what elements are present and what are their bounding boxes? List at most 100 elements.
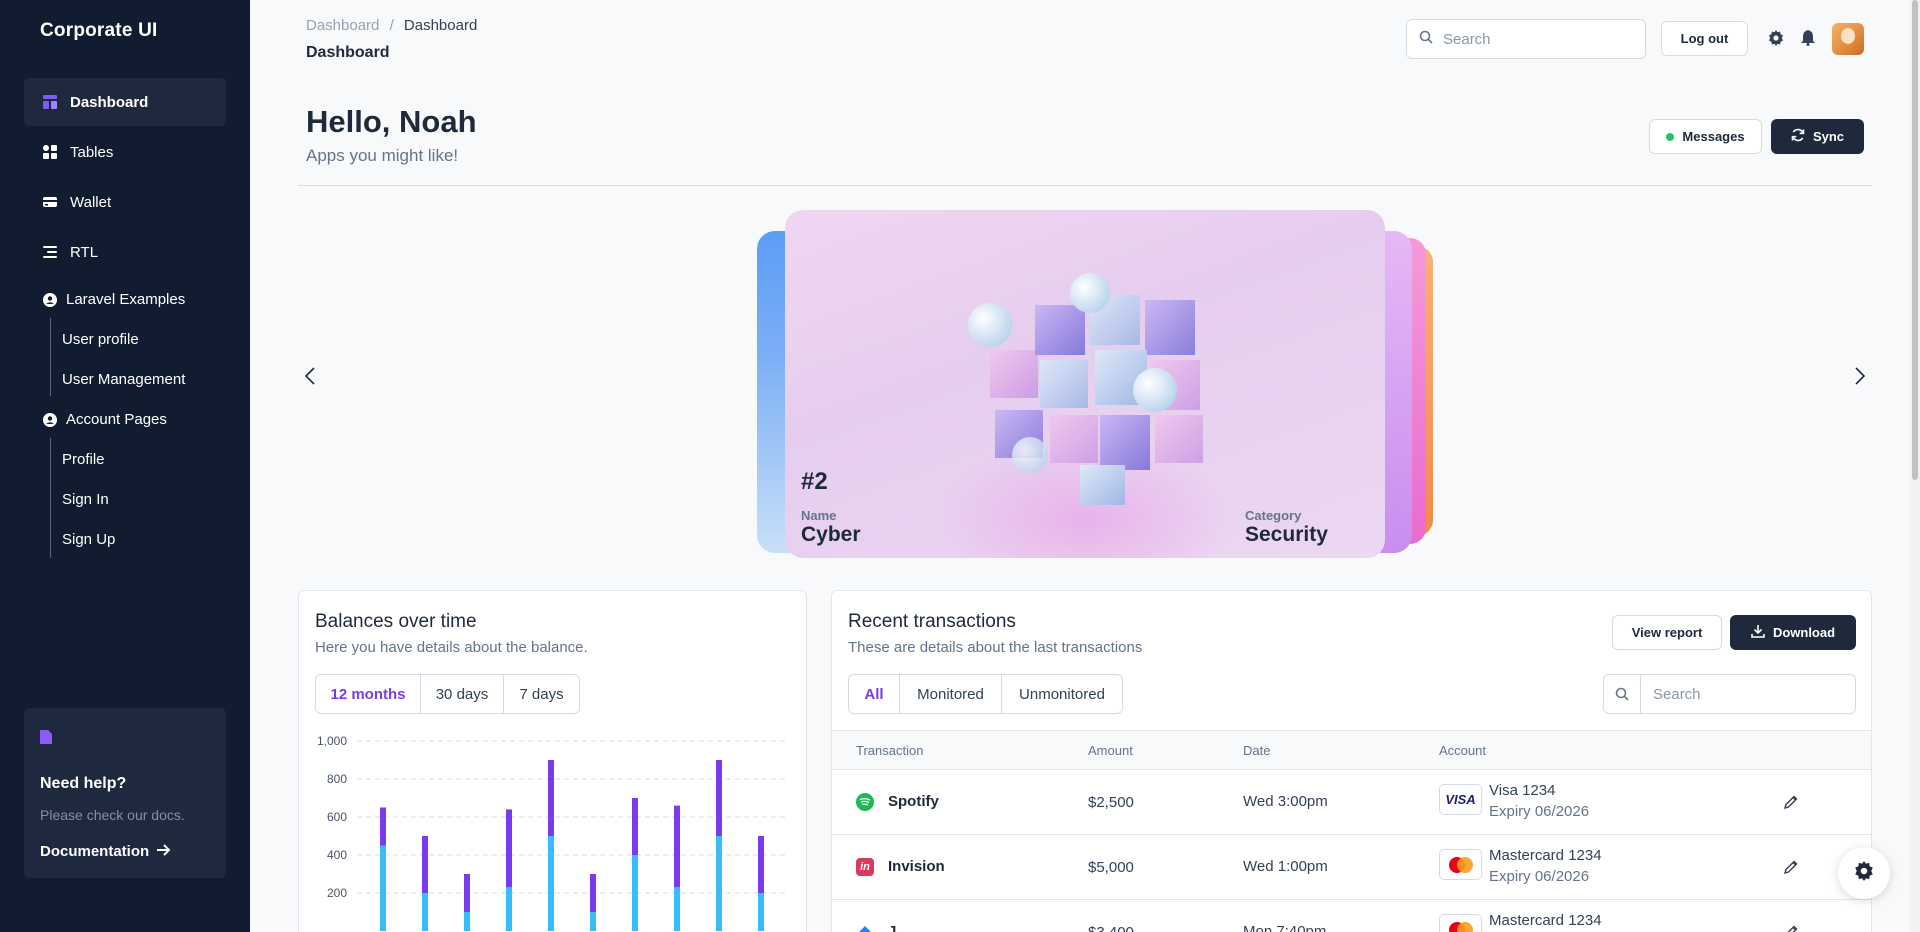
- transaction-amount: $3,400: [1088, 924, 1134, 932]
- chart-bar-segment[interactable]: [548, 836, 554, 931]
- avatar[interactable]: [1832, 23, 1864, 55]
- chart-bar-segment[interactable]: [590, 912, 596, 931]
- filter-all[interactable]: All: [849, 675, 900, 713]
- chart-bar-segment[interactable]: [758, 836, 764, 893]
- view-report-button[interactable]: View report: [1612, 615, 1722, 650]
- chart-bar-segment[interactable]: [506, 887, 512, 931]
- user-circle-icon: [42, 292, 58, 308]
- chart-bar-segment[interactable]: [380, 845, 386, 932]
- chart-y-tick-label: 800: [327, 772, 347, 786]
- card-rank: #2: [801, 468, 828, 495]
- card-name: Cyber: [801, 523, 861, 546]
- chart-bar-segment[interactable]: [464, 874, 470, 912]
- filter-unmonitored[interactable]: Unmonitored: [1019, 685, 1105, 703]
- jira-icon: [856, 923, 874, 932]
- chart-bar-segment[interactable]: [758, 893, 764, 931]
- range-7-days[interactable]: 7 days: [519, 685, 564, 703]
- wallet-icon: [42, 194, 58, 210]
- sidebar-item-rtl[interactable]: RTL: [24, 228, 226, 276]
- settings-fab[interactable]: [1838, 847, 1890, 899]
- sidebar-item-sign-in[interactable]: Sign In: [62, 491, 109, 508]
- account-name: Mastercard 1234: [1489, 847, 1602, 864]
- logout-button[interactable]: Log out: [1661, 21, 1748, 56]
- column-account: Account: [1439, 743, 1486, 758]
- chart-bar-segment[interactable]: [632, 798, 638, 855]
- table-row[interactable]: in Invision $5,000 Wed 1:00pm Mastercard…: [832, 835, 1871, 900]
- bell-icon[interactable]: [1799, 29, 1817, 47]
- card-category-label: Category: [1245, 508, 1302, 523]
- transaction-amount: $5,000: [1088, 859, 1134, 876]
- chart-bar-segment[interactable]: [464, 912, 470, 931]
- search-icon: [1419, 30, 1433, 49]
- carousel-next-arrow[interactable]: [1848, 364, 1872, 388]
- brand-logo[interactable]: Corporate UI: [40, 20, 158, 41]
- chart-bar-segment[interactable]: [548, 760, 554, 836]
- sub-nav-line: [50, 318, 51, 396]
- breadcrumb-link[interactable]: Dashboard: [306, 17, 380, 34]
- transaction-date: Wed 3:00pm: [1243, 793, 1328, 810]
- edit-icon[interactable]: [1783, 794, 1799, 810]
- page-scrollbar[interactable]: [1910, 0, 1920, 932]
- scrollbar-thumb[interactable]: [1912, 0, 1918, 480]
- messages-button[interactable]: Messages: [1649, 119, 1762, 154]
- document-icon: [40, 730, 52, 748]
- chart-bar-segment[interactable]: [716, 760, 722, 836]
- sidebar-item-sign-up[interactable]: Sign Up: [62, 531, 116, 548]
- range-12-months[interactable]: 12 months: [316, 675, 421, 713]
- chart-y-tick-label: 200: [327, 886, 347, 900]
- sidebar-item-label: RTL: [70, 243, 99, 261]
- column-date: Date: [1243, 743, 1271, 758]
- invision-icon: in: [856, 858, 874, 876]
- messages-label: Messages: [1682, 129, 1745, 144]
- column-transaction: Transaction: [856, 743, 924, 758]
- chart-y-tick-label: 600: [327, 810, 347, 824]
- chart-bar-segment[interactable]: [380, 807, 386, 846]
- edit-icon[interactable]: [1783, 924, 1799, 932]
- transaction-date: Wed 1:00pm: [1243, 858, 1328, 875]
- range-30-days[interactable]: 30 days: [421, 675, 504, 713]
- chart-bar-segment[interactable]: [674, 805, 680, 888]
- header-search[interactable]: [1406, 19, 1646, 59]
- sidebar-item-label: Dashboard: [70, 93, 149, 111]
- online-status-dot: [1666, 132, 1675, 141]
- transactions-search[interactable]: [1603, 674, 1856, 714]
- documentation-link[interactable]: Documentation: [40, 843, 210, 860]
- column-amount: Amount: [1088, 743, 1133, 758]
- chart-bar-segment[interactable]: [674, 887, 680, 931]
- account-expiry: Expiry 06/2026: [1489, 803, 1590, 820]
- transactions-search-input[interactable]: [1641, 675, 1851, 713]
- chart-bar-segment[interactable]: [632, 855, 638, 931]
- tables-icon: [42, 144, 58, 160]
- chart-bar-segment[interactable]: [422, 893, 428, 931]
- chart-bar-segment[interactable]: [716, 836, 722, 931]
- table-row[interactable]: Spotify $2,500 Wed 3:00pm VISA Visa 1234…: [832, 770, 1871, 835]
- edit-icon[interactable]: [1783, 859, 1799, 875]
- filter-monitored[interactable]: Monitored: [900, 675, 1002, 713]
- balances-title: Balances over time: [315, 611, 477, 632]
- sync-button[interactable]: Sync: [1771, 119, 1864, 154]
- sidebar: Corporate UI Dashboard Tables Wallet RTL…: [0, 0, 250, 932]
- chart-bar-segment[interactable]: [506, 809, 512, 888]
- download-label: Download: [1772, 625, 1836, 640]
- chart-bar-segment[interactable]: [590, 874, 596, 912]
- sidebar-group-laravel[interactable]: Laravel Examples: [42, 291, 185, 308]
- sidebar-item-profile[interactable]: Profile: [62, 451, 105, 468]
- chart-bar-segment[interactable]: [422, 836, 428, 893]
- search-input[interactable]: [1443, 30, 1623, 48]
- gear-icon[interactable]: [1767, 29, 1785, 47]
- page-title: Dashboard: [306, 44, 390, 61]
- table-row[interactable]: J... $3,400 Mon 7:40pm Mastercard 1234: [832, 900, 1871, 932]
- visa-icon: VISA: [1439, 784, 1482, 815]
- carousel-card-active[interactable]: #2 Name Cyber Category Security: [785, 210, 1385, 558]
- mastercard-icon: [1439, 914, 1482, 932]
- sidebar-item-user-management[interactable]: User Management: [62, 371, 186, 388]
- download-button[interactable]: Download: [1730, 615, 1856, 650]
- sidebar-item-dashboard[interactable]: Dashboard: [24, 78, 226, 126]
- sidebar-item-user-profile[interactable]: User profile: [62, 331, 139, 348]
- carousel-prev-arrow[interactable]: [298, 364, 322, 388]
- sidebar-group-account[interactable]: Account Pages: [42, 411, 167, 428]
- sidebar-item-wallet[interactable]: Wallet: [24, 178, 226, 226]
- transactions-title: Recent transactions: [848, 611, 1016, 632]
- sidebar-item-tables[interactable]: Tables: [24, 128, 226, 176]
- help-card: Need help? Please check our docs. Docume…: [24, 708, 226, 878]
